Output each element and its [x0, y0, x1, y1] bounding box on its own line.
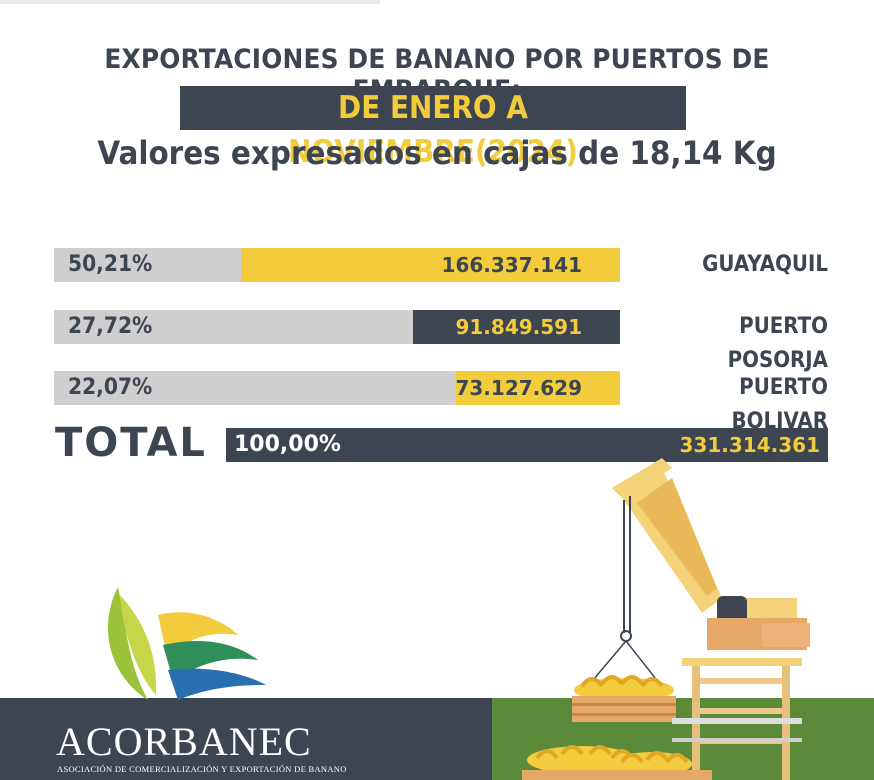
percent-label: 50,21% [68, 252, 153, 277]
total-value: 331.314.361 [679, 433, 820, 457]
brand-name: ACORBANEC [56, 719, 312, 764]
port-label: PUERTO POSORJA [727, 314, 828, 373]
footer-brand-panel [0, 698, 492, 780]
leaf-logo-icon [108, 587, 266, 700]
total-bar [226, 428, 828, 462]
bar [456, 371, 620, 405]
value-label: 91.849.591 [455, 315, 582, 339]
bar [241, 248, 620, 282]
total-percent: 100,00% [234, 432, 341, 457]
crane-bananas-icon [522, 458, 810, 780]
percent-label: 22,07% [68, 375, 153, 400]
port-label: GUAYAQUIL [702, 252, 828, 277]
title-band [180, 86, 686, 130]
period-title: DE ENERO A NOVIEMBRE(2024) [287, 90, 579, 170]
brand-subtitle: ASOCIACIÓN DE COMERCIALIZACIÓN Y EXPORTA… [57, 764, 347, 774]
value-label: 166.337.141 [441, 253, 582, 277]
percent-label: 27,72% [68, 314, 153, 339]
value-label: 73.127.629 [455, 376, 582, 400]
total-label: TOTAL [55, 420, 207, 466]
units-subtitle: Valores expresados en cajas de 18,14 Kg [97, 134, 777, 172]
bar [413, 310, 620, 344]
top-divider [0, 0, 380, 4]
